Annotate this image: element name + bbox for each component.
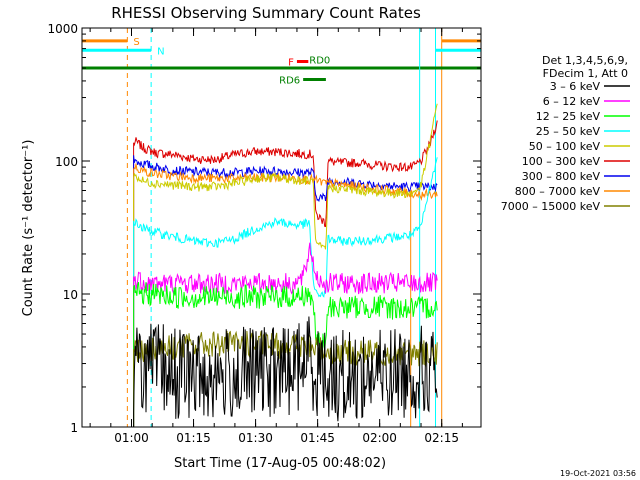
legend: Det 1,3,4,5,6,9,FDecim 1, Att 03 – 6 keV…	[501, 54, 630, 213]
x-tick-label-1: 01:15	[176, 431, 211, 445]
series-line-1	[133, 155, 438, 427]
series-line-8	[133, 316, 438, 427]
x-tick-label-5: 02:15	[424, 431, 459, 445]
plot-frame	[81, 27, 482, 428]
legend-label-0: 3 – 6 keV	[550, 80, 601, 93]
legend-label-8: 7000 – 15000 keV	[501, 200, 601, 213]
x-tick-label-4: 02:00	[362, 431, 397, 445]
legend-header-1: FDecim 1, Att 0	[543, 67, 628, 80]
legend-header-0: Det 1,3,4,5,6,9,	[542, 54, 628, 67]
legend-label-4: 50 – 100 keV	[529, 140, 601, 153]
x-tick-label-0: 01:00	[114, 431, 149, 445]
legend-label-5: 100 – 300 keV	[522, 155, 601, 168]
legend-label-1: 6 – 12 keV	[543, 95, 601, 108]
x-tick-label-3: 01:45	[300, 431, 335, 445]
flag-label-s: S	[133, 37, 139, 48]
y-tick-label-1: 10	[63, 288, 78, 302]
legend-label-3: 25 – 50 keV	[536, 125, 601, 138]
x-axis-label: Start Time (17-Aug-05 00:48:02)	[174, 456, 386, 471]
legend-label-2: 12 – 25 keV	[536, 110, 601, 123]
axes: 01:00 01:15 01:30 01:45 02:00 02:15 1 10 100 1000	[47, 22, 481, 445]
series-line-0	[133, 120, 438, 427]
y-tick-label-3: 1000	[47, 22, 78, 36]
series-lines	[133, 103, 438, 427]
flag-label-f: F	[288, 57, 294, 68]
legend-label-7: 800 – 7000 keV	[515, 185, 601, 198]
flag-label-n: N	[157, 46, 164, 57]
y-tick-label-0: 1	[70, 421, 78, 435]
flag-label-rd0: RD0	[309, 56, 330, 67]
legend-label-6: 300 – 800 keV	[522, 170, 601, 183]
y-tick-label-2: 100	[55, 155, 78, 169]
series-line-3	[133, 103, 438, 427]
chart-title: RHESSI Observing Summary Count Rates	[111, 4, 421, 22]
x-tick-label-2: 01:30	[238, 431, 273, 445]
timestamp: 19-Oct-2021 03:56	[560, 469, 636, 478]
series-line-4	[133, 157, 438, 427]
flag-label-rd6: RD6	[279, 75, 300, 86]
series-line-6	[133, 281, 438, 427]
y-axis-label: Count Rate (s⁻¹ detector⁻¹)	[21, 140, 36, 317]
